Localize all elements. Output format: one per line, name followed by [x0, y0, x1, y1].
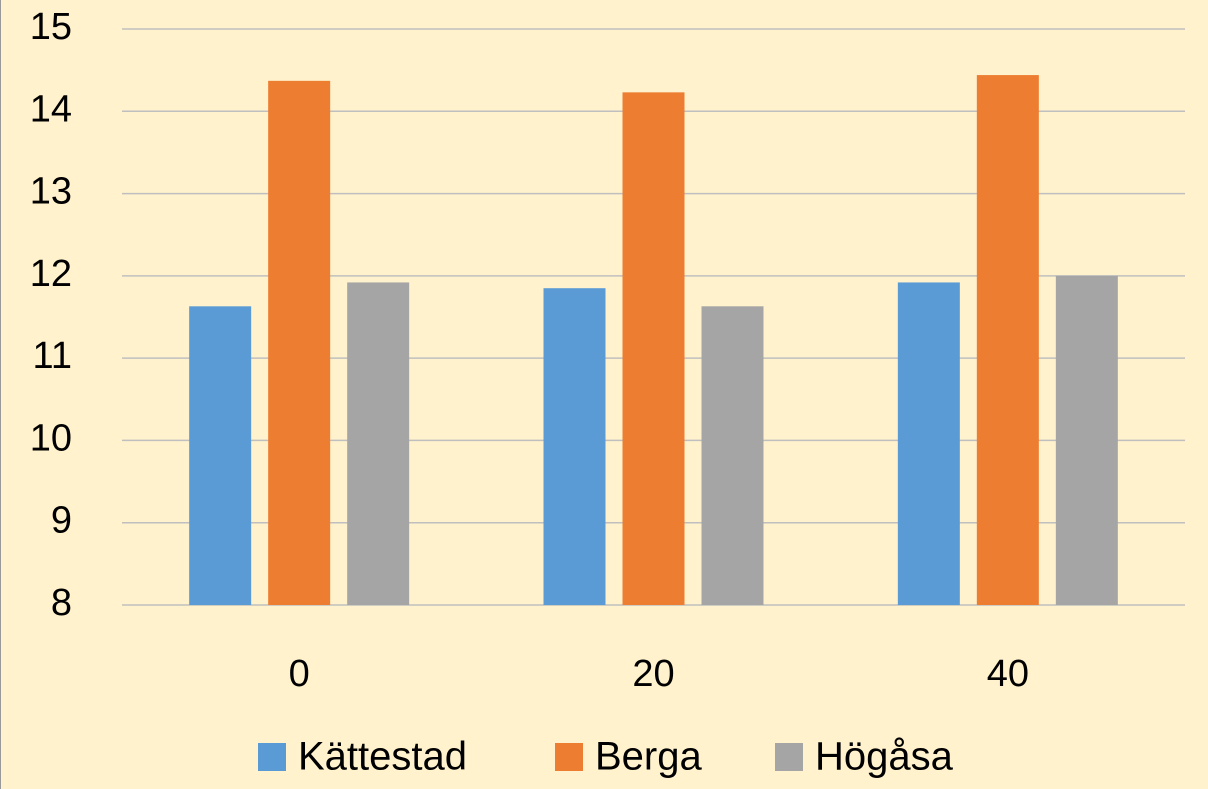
legend-label: Berga [595, 735, 702, 779]
x-tick-label: 20 [632, 653, 674, 695]
bar [701, 306, 764, 605]
bar [897, 282, 960, 605]
bar [189, 306, 252, 605]
y-tick-label: 11 [33, 335, 72, 377]
legend-label: Högåsa [815, 735, 954, 779]
y-tick-label: 8 [51, 582, 72, 624]
bar [543, 288, 606, 605]
y-tick-label: 14 [30, 88, 72, 130]
y-tick-label: 15 [30, 6, 72, 48]
y-tick-label: 10 [30, 417, 72, 459]
y-tick-label: 13 [30, 171, 72, 213]
legend-swatch [555, 743, 583, 771]
bar [622, 92, 685, 606]
x-tick-label: 0 [289, 653, 310, 695]
legend-swatch [775, 743, 803, 771]
y-tick-label: 12 [30, 253, 72, 295]
bar [347, 282, 410, 605]
bar [976, 75, 1039, 605]
y-tick-label: 9 [51, 500, 72, 542]
legend-swatch [258, 743, 286, 771]
x-tick-label: 40 [987, 653, 1029, 695]
legend-label: Kättestad [298, 735, 467, 779]
bar [1055, 275, 1118, 605]
bar [268, 80, 331, 606]
